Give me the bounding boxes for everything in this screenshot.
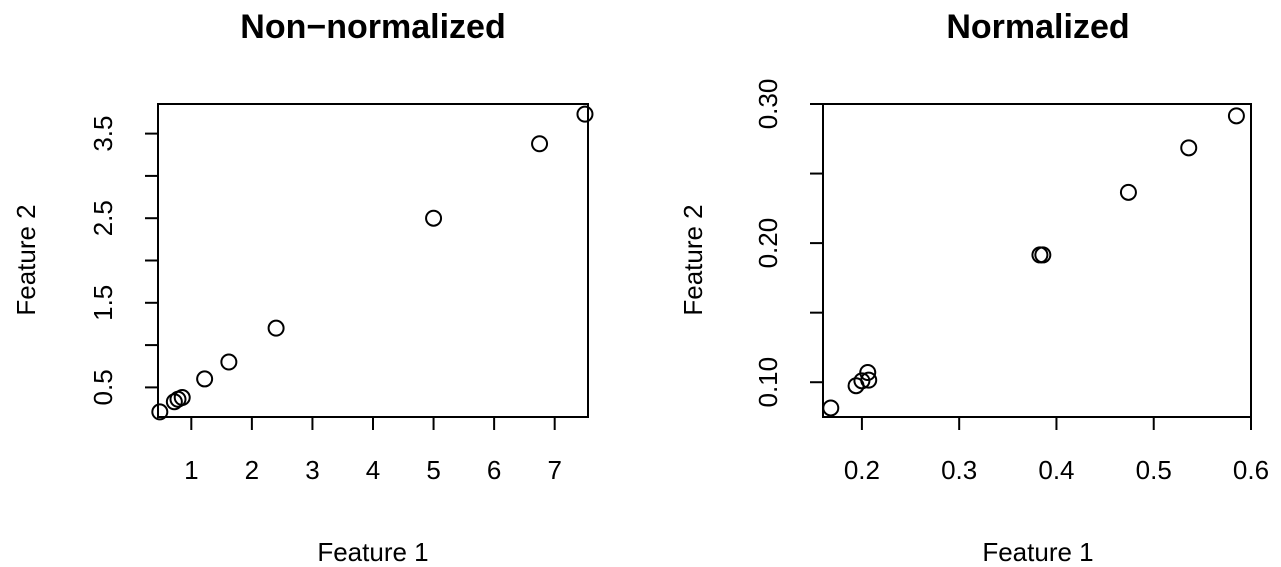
data-point: [576, 105, 594, 123]
data-points: [151, 105, 594, 421]
data-point: [1227, 107, 1245, 125]
x-axis: 1 2 3 4 5 6 7: [184, 416, 562, 485]
y-axis: 0.10 0.20 0.30: [753, 79, 824, 408]
x-axis: 0.2 0.3 0.4 0.5 0.6: [844, 416, 1269, 485]
y-axis-label: Feature 2: [11, 204, 41, 315]
x-tick-label: 3: [305, 455, 319, 485]
data-point: [531, 135, 549, 153]
x-axis-label: Feature 1: [982, 537, 1093, 567]
x-tick-label: 1: [184, 455, 198, 485]
y-tick-label: 1.5: [88, 285, 118, 321]
data-point: [859, 363, 877, 381]
data-point: [1119, 183, 1137, 201]
data-point: [196, 370, 214, 388]
chart-title: Non−normalized: [240, 8, 505, 46]
y-axis: 0.5 1.5 2.5 3.5: [88, 116, 159, 405]
x-tick-label: 0.5: [1136, 455, 1172, 485]
data-point: [1034, 246, 1052, 264]
data-point: [151, 403, 169, 421]
data-point: [425, 209, 443, 227]
x-tick-label: 6: [487, 455, 501, 485]
x-tick-label: 2: [245, 455, 259, 485]
y-tick-label: 0.10: [753, 357, 783, 408]
x-tick-label: 5: [426, 455, 440, 485]
y-tick-label: 0.5: [88, 369, 118, 405]
scatter-plot-non-normalized: Non−normalized Feature 1 Feature 2 1 2 3 4 5…: [11, 8, 594, 567]
x-tick-label: 0.6: [1233, 455, 1269, 485]
data-point: [173, 389, 191, 407]
data-point: [220, 353, 238, 371]
y-tick-label: 3.5: [88, 116, 118, 152]
x-tick-label: 0.3: [941, 455, 977, 485]
plot-frame: [157, 103, 589, 418]
y-tick-label: 2.5: [88, 200, 118, 236]
x-tick-label: 7: [547, 455, 561, 485]
chart-title: Normalized: [946, 8, 1129, 46]
x-tick-label: 0.2: [844, 455, 880, 485]
y-tick-label: 0.20: [753, 218, 783, 269]
y-tick-label: 0.30: [753, 79, 783, 130]
x-tick-label: 4: [366, 455, 380, 485]
data-points: [822, 107, 1245, 417]
x-tick-label: 0.4: [1038, 455, 1074, 485]
y-axis-label: Feature 2: [678, 204, 708, 315]
data-point: [165, 393, 183, 411]
scatter-plot-normalized: Normalized Feature 1 Feature 2 0.2 0.3 0.4…: [678, 8, 1269, 567]
data-point: [267, 319, 285, 337]
data-point: [853, 372, 871, 390]
data-point: [1180, 139, 1198, 157]
data-point: [822, 399, 840, 417]
data-point: [860, 371, 878, 389]
x-axis-label: Feature 1: [317, 537, 428, 567]
